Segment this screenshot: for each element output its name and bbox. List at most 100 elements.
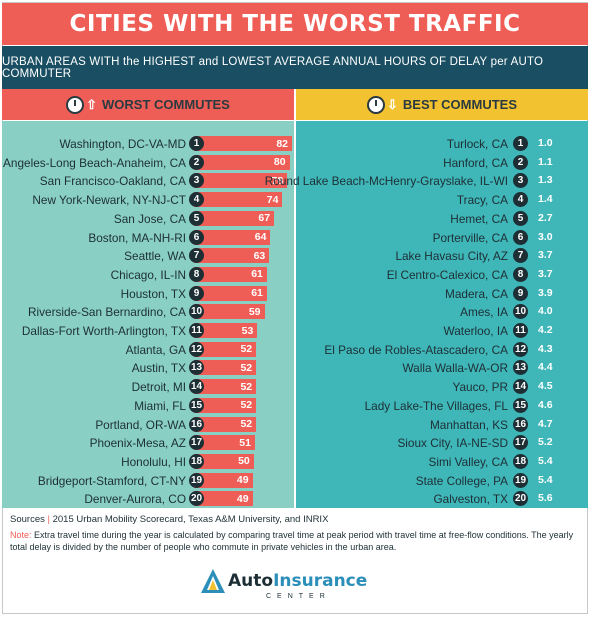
best-value-label: 4.5 (538, 380, 553, 393)
best-value-label: 5.4 (538, 473, 553, 486)
worst-city-label: Denver-Aurora, CO (84, 492, 186, 507)
worst-value-label: 61 (251, 268, 263, 281)
worst-row: Bridgeport-Stamford, CT-NY 49 19 (2, 472, 294, 490)
worst-value-label: 52 (240, 418, 253, 430)
worst-value-label: 49 (236, 492, 249, 505)
best-heading-label: BEST COMMUTES (402, 97, 518, 112)
logo-center-text: CENTER (266, 593, 331, 600)
best-city-label: Lake Havasu City, AZ (395, 249, 508, 264)
worst-city-label: New York-Newark, NY-NJ-CT (32, 193, 186, 208)
logo-wordmark: AutoInsurance (228, 571, 367, 591)
worst-city-label: Riverside-San Bernardino, CA (27, 305, 186, 320)
worst-city-label: Boston, MA-NH-RI (88, 230, 186, 245)
worst-bar: 52 (194, 416, 257, 432)
worst-rank-badge: 5 (189, 210, 204, 226)
worst-value-label: 52 (240, 399, 253, 412)
worst-rank-badge: 15 (189, 397, 204, 413)
worst-value-label: 63 (253, 249, 266, 262)
worst-value-label: 61 (251, 287, 263, 300)
worst-rank-badge: 10 (189, 304, 204, 320)
best-value-label: 4.7 (538, 417, 553, 430)
worst-row: Chicago, IL-IN 61 8 (2, 266, 294, 284)
worst-value-label: 50 (238, 455, 250, 468)
best-city-label: Turlock, CA (446, 137, 508, 151)
best-row: Lake Havasu City, AZ 7 3.7 (296, 247, 588, 265)
worst-row: Miami, FL 52 15 (2, 397, 294, 415)
worst-rank-badge: 14 (189, 379, 204, 395)
best-value-label: 4.6 (538, 398, 553, 411)
best-rank-badge: 17 (513, 435, 528, 451)
best-row: Galveston, TX 20 5.6 (296, 490, 588, 508)
worst-value-label: 64 (254, 231, 267, 243)
best-rank-badge: 12 (513, 341, 528, 357)
best-city-label: Yauco, PR (452, 380, 508, 395)
page-subtitle: URBAN AREAS WITH the HIGHEST and LOWEST … (2, 46, 588, 89)
worst-rank-badge: 19 (189, 472, 204, 488)
worst-value-label: 78 (271, 174, 284, 187)
worst-city-label: Chicago, IL-IN (110, 267, 186, 282)
worst-city-label: San Jose, CA (113, 211, 186, 226)
worst-value-label: 59 (248, 305, 261, 318)
worst-bar: 52 (194, 341, 257, 357)
worst-value-label: 53 (241, 324, 254, 337)
best-value-label: 1.3 (538, 174, 553, 187)
worst-row: Dallas-Fort Worth-Arlington, TX 53 11 (2, 322, 294, 340)
best-rank-badge: 8 (513, 266, 528, 282)
best-row: El Centro-Calexico, CA 8 3.7 (296, 266, 588, 284)
worst-rank-badge: 13 (189, 360, 204, 376)
note-label: Note: (10, 530, 32, 540)
best-value-label: 4.3 (538, 342, 553, 355)
best-rank-badge: 14 (513, 379, 528, 395)
worst-city-label: San Francisco-Oakland, CA (39, 174, 186, 189)
worst-city-label: Portland, OR-WA (95, 417, 186, 432)
clock-icon (366, 95, 385, 114)
best-value-label: 2.7 (538, 211, 553, 224)
best-value-label: 3.0 (538, 230, 553, 243)
best-value-label: 3.7 (538, 267, 553, 280)
best-row: El Paso de Robles-Atascadero, CA 12 4.3 (296, 341, 588, 359)
worst-city-label: Los Angeles-Long Beach-Anaheim, CA (0, 155, 186, 170)
worst-row: San Jose, CA 67 5 (2, 210, 294, 228)
worst-rank-badge: 20 (189, 491, 204, 507)
worst-rank-badge: 4 (189, 192, 204, 208)
worst-bar: 67 (194, 210, 275, 226)
worst-value-label: 51 (239, 436, 251, 449)
best-value-label: 5.4 (538, 454, 553, 467)
worst-bar: 61 (194, 285, 267, 301)
worst-value-label: 67 (258, 212, 271, 225)
worst-value-label: 80 (273, 156, 286, 169)
worst-bar: 49 (194, 491, 253, 507)
worst-bar: 51 (194, 435, 255, 451)
best-rank-badge: 10 (513, 304, 528, 320)
worst-rank-badge: 18 (189, 453, 204, 469)
best-value-label: 5.6 (538, 492, 553, 505)
best-row: Simi Valley, CA 18 5.4 (296, 453, 588, 471)
page-title: CITIES WITH THE WORST TRAFFIC (2, 3, 588, 45)
worst-bar: 74 (194, 192, 283, 208)
worst-bar: 63 (194, 248, 270, 264)
best-city-label: Walla Walla-WA-OR (402, 361, 508, 376)
worst-city-label: Houston, TX (120, 286, 186, 301)
worst-bar: 64 (194, 229, 271, 245)
best-rank-badge: 11 (513, 323, 528, 338)
best-value-label: 1.4 (538, 193, 553, 206)
worst-bar: 50 (194, 453, 254, 469)
best-row: State College, PA 19 5.4 (296, 472, 588, 490)
worst-rank-badge: 3 (189, 173, 204, 189)
best-city-label: Tracy, CA (456, 193, 508, 208)
arrow-up-icon: ⇧ (86, 96, 98, 112)
worst-city-label: Honolulu, HI (121, 454, 186, 469)
worst-bar: 61 (194, 266, 267, 282)
best-city-label: Ames, IA (460, 305, 508, 320)
best-row: Walla Walla-WA-OR 13 4.4 (296, 359, 588, 377)
best-row: Hemet, CA 5 2.7 (296, 210, 588, 228)
best-row: Lady Lake-The Villages, FL 15 4.6 (296, 397, 588, 415)
worst-city-label: Miami, FL (134, 398, 186, 413)
worst-value-label: 52 (240, 343, 253, 356)
worst-value-label: 82 (276, 137, 288, 150)
worst-row: Detroit, MI 52 14 (2, 378, 294, 396)
best-rank-badge: 9 (513, 285, 528, 301)
worst-row: Boston, MA-NH-RI 64 6 (2, 229, 294, 247)
best-city-label: Porterville, CA (432, 230, 508, 245)
best-city-label: El Paso de Robles-Atascadero, CA (324, 342, 508, 357)
